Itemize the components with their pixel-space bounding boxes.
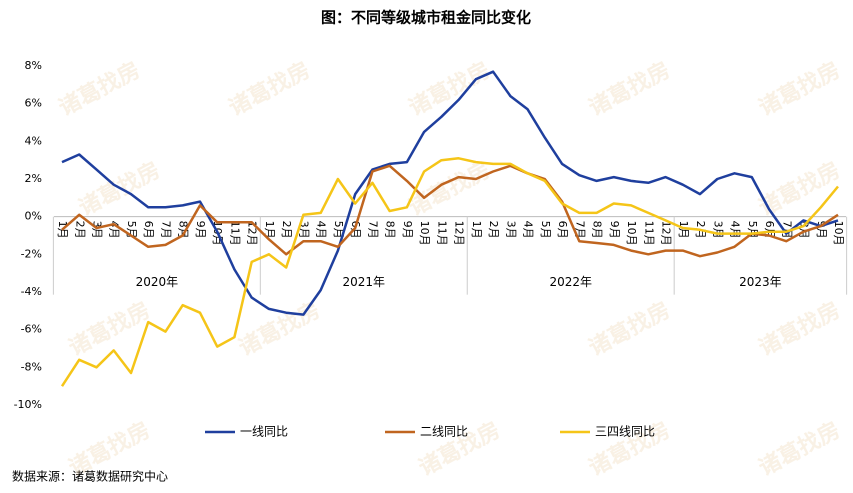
x-tick-label: 4月: [522, 221, 535, 239]
watermark: 诸葛找房: [405, 57, 495, 121]
x-tick-label: 8月: [384, 221, 397, 239]
group-label: 2023年: [739, 275, 782, 289]
watermark: 诸葛找房: [755, 297, 845, 361]
x-tick-label: 1月: [677, 221, 690, 239]
line-series: [61, 164, 839, 258]
x-tick-label: 8月: [177, 221, 190, 239]
y-tick-label: -8%: [21, 360, 42, 373]
x-tick-label: 3月: [711, 221, 724, 239]
y-tick-label: -4%: [21, 285, 42, 298]
x-tick-label: 10月: [625, 221, 638, 246]
y-tick-label: 4%: [25, 134, 42, 147]
x-tick-label: 9月: [401, 221, 414, 239]
x-tick-label: 11月: [642, 221, 655, 246]
x-tick-label: 2月: [487, 221, 500, 239]
x-tick-label: 4月: [315, 221, 328, 239]
x-tick-label: 8月: [591, 221, 604, 239]
y-tick-label: 0%: [25, 210, 42, 223]
x-tick-label: 12月: [453, 221, 466, 246]
y-tick-label: -2%: [21, 247, 42, 260]
y-tick-label: -6%: [21, 323, 42, 336]
x-tick-label: 11月: [435, 221, 448, 246]
x-tick-label: 9月: [608, 221, 621, 239]
x-tick-label: 6月: [142, 221, 155, 239]
chart-title: 图：不同等级城市租金同比变化: [321, 9, 531, 27]
line-series: [61, 70, 839, 316]
x-tick-label: 12月: [660, 221, 673, 246]
legend-label: 二线同比: [420, 425, 468, 439]
x-tick-label: 10月: [832, 221, 845, 246]
watermark: 诸葛找房: [755, 157, 845, 221]
watermark: 诸葛找房: [235, 297, 325, 361]
x-tick-label: 5月: [539, 221, 552, 239]
watermark: 诸葛找房: [55, 57, 145, 121]
watermark: 诸葛找房: [585, 297, 675, 361]
group-label: 2022年: [549, 275, 592, 289]
watermark: 诸葛找房: [225, 57, 315, 121]
line-series: [60, 157, 839, 387]
group-label: 2020年: [136, 275, 179, 289]
y-tick-label: 6%: [25, 97, 42, 110]
x-tick-label: 10月: [418, 221, 431, 246]
x-tick-label: 1月: [470, 221, 483, 239]
x-tick-label: 7月: [366, 221, 379, 239]
legend-label: 一线同比: [240, 425, 288, 439]
x-tick-label: 1月: [263, 221, 276, 239]
x-tick-label: 9月: [194, 221, 207, 239]
x-tick-label: 3月: [504, 221, 517, 239]
group-label: 2021年: [343, 275, 386, 289]
y-tick-label: 2%: [25, 172, 42, 185]
x-tick-label: 4月: [729, 221, 742, 239]
y-tick-label: 8%: [25, 59, 42, 72]
x-tick-label: 7月: [159, 221, 172, 239]
watermark: 诸葛找房: [405, 157, 495, 221]
watermark: 诸葛找房: [585, 57, 675, 121]
x-tick-label: 2月: [73, 221, 86, 239]
watermark: 诸葛找房: [755, 417, 845, 481]
source: 数据来源：诸葛数据研究中心: [12, 469, 168, 484]
x-tick-label: 6月: [556, 221, 569, 239]
x-tick-label: 7月: [780, 221, 793, 239]
watermark: 诸葛找房: [755, 57, 845, 121]
x-tick-label: 2月: [280, 221, 293, 239]
x-tick-label: 6月: [349, 221, 362, 239]
x-tick-label: 11月: [228, 221, 241, 246]
y-tick-label: -10%: [14, 398, 42, 411]
legend-label: 三四线同比: [595, 425, 655, 439]
watermark: 诸葛找房: [65, 297, 155, 361]
